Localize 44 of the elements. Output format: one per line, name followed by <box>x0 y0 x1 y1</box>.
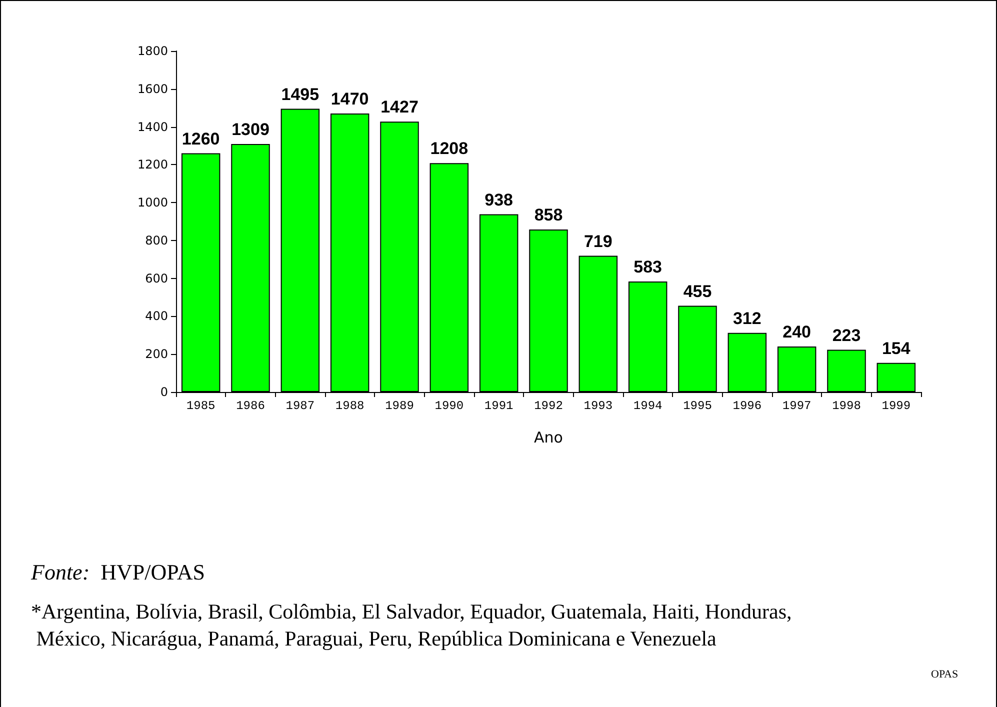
data-label: 1260 <box>182 129 220 148</box>
x-tick-label: 1993 <box>584 399 613 413</box>
x-tick-label: 1992 <box>534 399 563 413</box>
x-tick-label: 1986 <box>236 399 265 413</box>
y-tick-label: 800 <box>145 233 168 248</box>
data-label: 583 <box>634 258 662 277</box>
data-label: 240 <box>782 322 812 342</box>
x-tick-label: 1988 <box>335 399 364 413</box>
data-label: 455 <box>683 282 712 301</box>
x-tick-label: 1991 <box>484 399 514 413</box>
y-tick-label: 1200 <box>137 158 168 172</box>
text: *Argentina, Bolívia, Brasil, Colômbia, El Salvador, Equador, Guatemala, Haiti, Honduras, México, Nicarágua, Panamá, Paraguai, Peru, República Dominicana e Venezuela <box>31 600 792 650</box>
data-label: 938 <box>484 190 514 210</box>
x-axis-title: Ano <box>534 428 563 446</box>
y-tick-label: 1000 <box>137 196 168 210</box>
data-label: 1495 <box>281 84 320 104</box>
x-tick-label: 1987 <box>286 399 315 413</box>
data-label: 312 <box>732 308 762 328</box>
x-tick-label: 1998 <box>832 399 861 413</box>
y-tick-label: 200 <box>145 347 168 362</box>
x-tick-label: 1999 <box>882 399 911 413</box>
y-tick-label: 1800 <box>137 44 168 58</box>
data-label: 223 <box>832 326 861 345</box>
data-label: 1470 <box>330 90 369 109</box>
y-tick-label: 0 <box>160 385 168 399</box>
data-label: 1427 <box>380 98 418 117</box>
x-tick-label: 1996 <box>732 399 762 413</box>
x-tick-label: 1994 <box>633 399 662 413</box>
text: OPAS <box>931 668 958 680</box>
y-tick-label: 1600 <box>137 82 168 96</box>
data-label: 1208 <box>430 139 468 158</box>
x-tick-label: 1989 <box>385 399 414 413</box>
x-tick-label: 1985 <box>186 399 216 413</box>
data-label: 1309 <box>232 120 270 140</box>
data-label: 719 <box>584 232 612 251</box>
source-note: Fonte: HVP/OPAS <box>30 560 205 584</box>
x-tick-label: 1997 <box>782 399 812 413</box>
x-tick-label: 1995 <box>683 399 712 413</box>
x-tick-label: 1990 <box>434 399 464 413</box>
y-tick-label: 600 <box>145 271 168 286</box>
y-tick-label: 400 <box>145 309 168 324</box>
data-label: 858 <box>534 205 563 224</box>
data-label: 154 <box>882 338 911 358</box>
y-tick-label: 1400 <box>137 120 168 134</box>
